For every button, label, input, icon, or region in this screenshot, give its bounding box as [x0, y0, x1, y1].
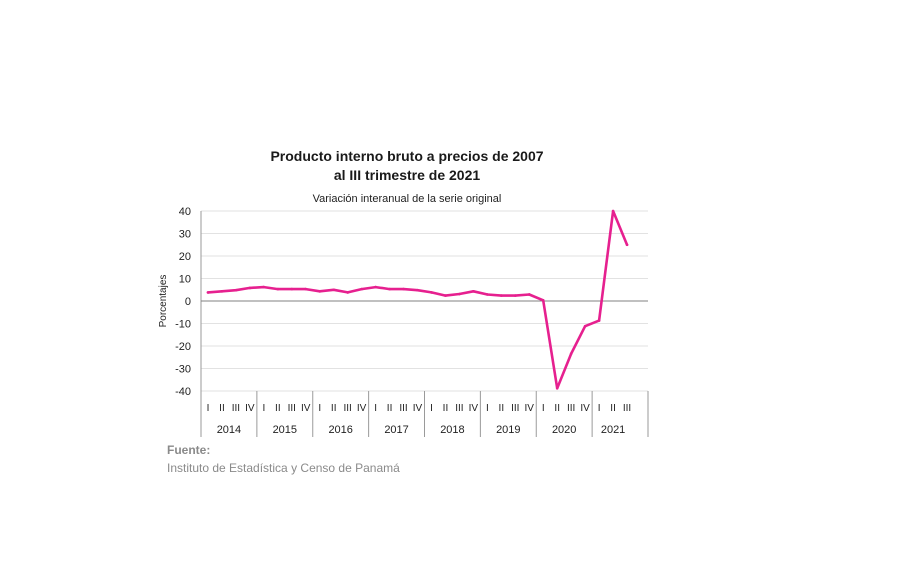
quarter-tick-label: I	[430, 403, 433, 414]
data-point	[248, 286, 252, 290]
data-point	[555, 387, 559, 390]
year-label: 2018	[440, 424, 464, 436]
quarter-tick-label: III	[232, 403, 240, 414]
data-point	[402, 287, 405, 291]
quarter-tick-label: II	[610, 403, 616, 414]
chart-title-line-2: al III trimestre de 2021	[333, 167, 481, 183]
data-point	[360, 287, 363, 291]
quarter-tick-label: IV	[413, 403, 423, 414]
quarter-tick-label: IV	[245, 403, 255, 414]
data-point	[318, 290, 322, 293]
quarter-tick-label: II	[331, 403, 337, 414]
data-point	[541, 299, 545, 302]
y-tick-label: -30	[175, 364, 191, 376]
chart-subtitle: Variación interanual de la serie origina…	[312, 193, 502, 205]
quarter-tick-label: IV	[525, 403, 535, 414]
source-text: Instituto de Estadística y Censo de Pana…	[167, 461, 400, 475]
quarter-tick-label: I	[207, 403, 210, 414]
data-point	[583, 324, 587, 328]
quarter-tick-label: II	[219, 403, 225, 414]
data-point	[262, 285, 266, 289]
data-point	[444, 294, 447, 297]
y-tick-label: 10	[179, 274, 191, 286]
data-point	[597, 319, 601, 322]
y-tick-label: 20	[179, 251, 191, 263]
data-point	[374, 285, 377, 289]
quarter-tick-label: III	[623, 403, 631, 414]
data-point	[513, 294, 517, 297]
quarter-tick-label: I	[542, 403, 545, 414]
quarter-tick-label: II	[387, 403, 393, 414]
data-point	[276, 287, 280, 291]
data-point	[304, 287, 308, 291]
data-point	[416, 288, 419, 292]
quarter-tick-label: I	[262, 403, 265, 414]
quarter-tick-label: III	[399, 403, 407, 414]
quarter-tick-label: IV	[357, 403, 367, 414]
data-point	[430, 291, 433, 294]
quarter-tick-label: III	[288, 403, 296, 414]
year-label: 2019	[496, 424, 520, 436]
quarter-tick-label: II	[275, 403, 281, 414]
data-point	[234, 288, 238, 292]
chart-title-line-1: Producto interno bruto a precios de 2007	[270, 148, 544, 164]
quarter-tick-label: IV	[580, 403, 590, 414]
quarter-tick-label: II	[499, 403, 505, 414]
data-point	[486, 293, 489, 296]
quarter-tick-label: IV	[301, 403, 311, 414]
quarter-tick-label: I	[486, 403, 489, 414]
quarter-tick-label: I	[318, 403, 321, 414]
y-axis-label: Porcentajes	[158, 275, 169, 328]
year-label: 2021	[601, 424, 625, 436]
data-point	[611, 209, 615, 213]
quarter-tick-label: II	[554, 403, 560, 414]
data-point	[625, 243, 629, 247]
year-label: 2020	[552, 424, 576, 436]
data-point	[346, 291, 349, 294]
data-point	[527, 293, 531, 296]
quarter-tick-label: III	[455, 403, 463, 414]
chart-title: Producto interno bruto a precios de 2007…	[200, 147, 614, 185]
data-point	[206, 291, 210, 294]
data-point	[388, 287, 391, 291]
year-label: 2015	[273, 424, 297, 436]
quarter-tick-label: II	[443, 403, 449, 414]
quarter-tick-label: III	[344, 403, 352, 414]
y-tick-label: 0	[185, 296, 191, 308]
y-tick-label: -40	[175, 386, 191, 398]
y-tick-label: 40	[179, 206, 191, 218]
quarter-tick-label: I	[374, 403, 377, 414]
quarter-tick-label: I	[598, 403, 601, 414]
y-tick-label: -10	[175, 319, 191, 331]
quarter-tick-label: III	[511, 403, 519, 414]
data-point	[458, 292, 461, 296]
year-label: 2017	[384, 424, 408, 436]
year-label: 2014	[217, 424, 241, 436]
source-label: Fuente:	[167, 443, 211, 457]
quarter-tick-label: IV	[469, 403, 479, 414]
data-point	[220, 290, 224, 293]
series-line	[206, 209, 629, 390]
data-point	[332, 288, 336, 292]
y-tick-label: 30	[179, 229, 191, 241]
y-tick-label: -20	[175, 341, 191, 353]
data-point	[290, 287, 294, 291]
year-label: 2016	[328, 424, 352, 436]
quarter-tick-label: III	[567, 403, 575, 414]
data-point	[472, 290, 475, 293]
data-point	[500, 294, 503, 297]
data-point	[569, 352, 573, 355]
